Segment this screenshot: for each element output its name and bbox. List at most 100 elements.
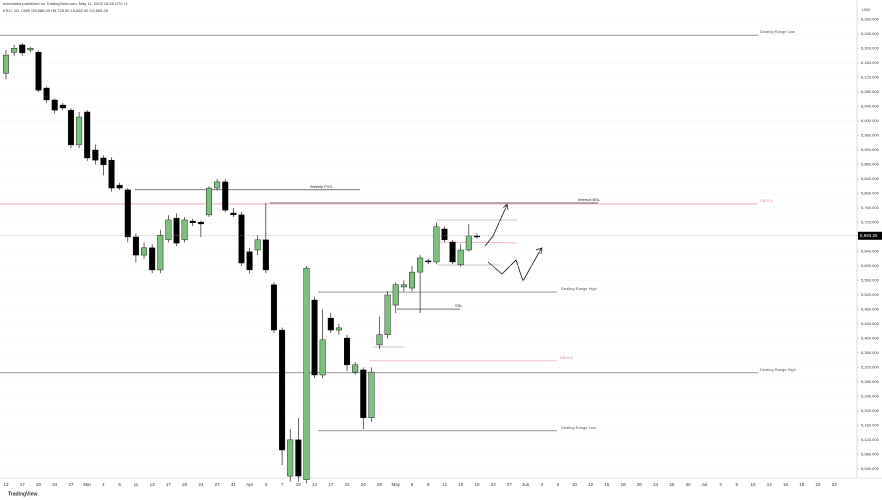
y-tick-label: 5,960.000 bbox=[861, 133, 880, 138]
y-tick-label: 5,280.000 bbox=[861, 379, 880, 384]
candle-body bbox=[149, 247, 156, 271]
candle-body bbox=[11, 47, 18, 53]
y-tick-label: 5,920.000 bbox=[861, 147, 880, 152]
level-label: Dealing Range High bbox=[561, 286, 597, 291]
candle-body bbox=[344, 337, 351, 366]
publisher: knimbadia published on TradingView.com, … bbox=[3, 1, 128, 6]
candle-body bbox=[270, 284, 277, 331]
x-tick-label: 13 bbox=[150, 482, 156, 487]
x-tick-label: 20 bbox=[182, 482, 188, 487]
candle-body bbox=[84, 111, 91, 159]
x-tick-label: 6 bbox=[557, 482, 560, 487]
x-tick-label: 18 bbox=[799, 482, 805, 487]
y-tick-label: 5,800.000 bbox=[861, 191, 880, 196]
x-tick-label: 18 bbox=[621, 482, 627, 487]
x-tick-label: 13 bbox=[3, 482, 9, 487]
candle-body bbox=[335, 327, 342, 331]
candle-body bbox=[230, 212, 237, 216]
x-tick-label: 31 bbox=[231, 482, 237, 487]
y-tick-label: 5,760.000 bbox=[861, 205, 880, 210]
candle-body bbox=[51, 99, 58, 111]
x-tick-label: 24 bbox=[832, 482, 838, 487]
candle-body bbox=[473, 235, 480, 238]
x-tick-label: 10 bbox=[572, 482, 578, 487]
candle-body bbox=[384, 294, 391, 335]
x-tick-label: 27 bbox=[215, 482, 221, 487]
x-tick-label: 22 bbox=[345, 482, 351, 487]
x-tick-label: 4 bbox=[102, 482, 105, 487]
y-tick-label: 5,240.000 bbox=[861, 393, 880, 398]
y-tick-label: 5,200.000 bbox=[861, 408, 880, 413]
y-tick-label: 6,000.000 bbox=[861, 118, 880, 123]
x-tick-label: 12 bbox=[442, 482, 448, 487]
candle-body bbox=[279, 329, 286, 451]
x-tick-label: 15 bbox=[458, 482, 464, 487]
x-tick-label: Mar bbox=[83, 482, 91, 487]
candle-body bbox=[425, 260, 432, 263]
level-label: OB 0.5 bbox=[760, 198, 773, 203]
candle-body bbox=[205, 187, 212, 216]
candle-body bbox=[441, 228, 448, 241]
x-tick-label: 3 bbox=[719, 482, 722, 487]
candle-body bbox=[303, 267, 310, 480]
brand: TradingView bbox=[8, 491, 37, 497]
x-tick-label: 17 bbox=[20, 482, 26, 487]
x-tick-label: 30 bbox=[686, 482, 692, 487]
y-tick-label: 5,360.000 bbox=[861, 350, 880, 355]
y-tick-label: 6,040.000 bbox=[861, 104, 880, 109]
candle-body bbox=[197, 221, 204, 225]
candle-body bbox=[222, 181, 229, 211]
y-tick-label: 5,480.000 bbox=[861, 306, 880, 311]
y-tick-label: 5,720.000 bbox=[861, 220, 880, 225]
x-tick-label: 16 bbox=[783, 482, 789, 487]
y-tick-label: 5,880.000 bbox=[861, 162, 880, 167]
candle-body bbox=[100, 157, 107, 166]
candle-body bbox=[165, 219, 172, 241]
level-label: Weekly FVG bbox=[310, 184, 332, 189]
candle-body bbox=[67, 109, 74, 146]
y-tick-label: 5,320.000 bbox=[861, 364, 880, 369]
y-tick-label: 5,160.000 bbox=[861, 422, 880, 427]
candle-body bbox=[352, 364, 359, 373]
candle-body bbox=[157, 234, 164, 271]
y-tick-label: 6,120.000 bbox=[861, 75, 880, 80]
candle-body bbox=[124, 189, 131, 238]
x-tick-label: Apr bbox=[246, 482, 254, 487]
currency: USD bbox=[862, 7, 871, 12]
x-tick-label: 10 bbox=[296, 482, 302, 487]
level-label: OB 0.5 bbox=[560, 355, 573, 360]
y-tick-label: 6,240.000 bbox=[861, 31, 880, 36]
candle-body bbox=[319, 339, 326, 376]
last-price-label: 5,683.25 bbox=[860, 233, 878, 238]
y-tick-label: 5,120.000 bbox=[861, 437, 880, 442]
y-tick-label: 5,440.000 bbox=[861, 321, 880, 326]
level-label: Dealing Range Low bbox=[760, 29, 795, 34]
y-tick-label: 5,520.000 bbox=[861, 292, 880, 297]
level-label: Internal BSL bbox=[578, 197, 601, 202]
level-label: Dealing Range Low bbox=[561, 425, 596, 430]
level-label: SSL bbox=[455, 303, 463, 308]
candle-body bbox=[214, 181, 221, 189]
y-tick-label: 6,280.000 bbox=[861, 17, 880, 22]
x-tick-label: 10 bbox=[751, 482, 757, 487]
candle-body bbox=[246, 251, 253, 271]
candle-body bbox=[108, 159, 115, 189]
candle-body bbox=[417, 257, 424, 273]
candle-body bbox=[360, 369, 367, 418]
x-tick-label: 3 bbox=[265, 482, 268, 487]
x-tick-label: 27 bbox=[507, 482, 513, 487]
x-tick-label: 6 bbox=[118, 482, 121, 487]
x-tick-label: 8 bbox=[736, 482, 739, 487]
candle-body bbox=[368, 371, 375, 418]
candle-body bbox=[457, 249, 464, 266]
candles bbox=[3, 43, 480, 484]
candle-body bbox=[3, 54, 9, 74]
y-tick-label: 5,080.000 bbox=[861, 451, 880, 456]
candle-body bbox=[141, 247, 148, 256]
x-tick-label: 11 bbox=[134, 482, 139, 487]
candle-body bbox=[433, 226, 440, 263]
x-tick-label: 8 bbox=[427, 482, 430, 487]
x-tick-label: Jun bbox=[522, 482, 530, 487]
